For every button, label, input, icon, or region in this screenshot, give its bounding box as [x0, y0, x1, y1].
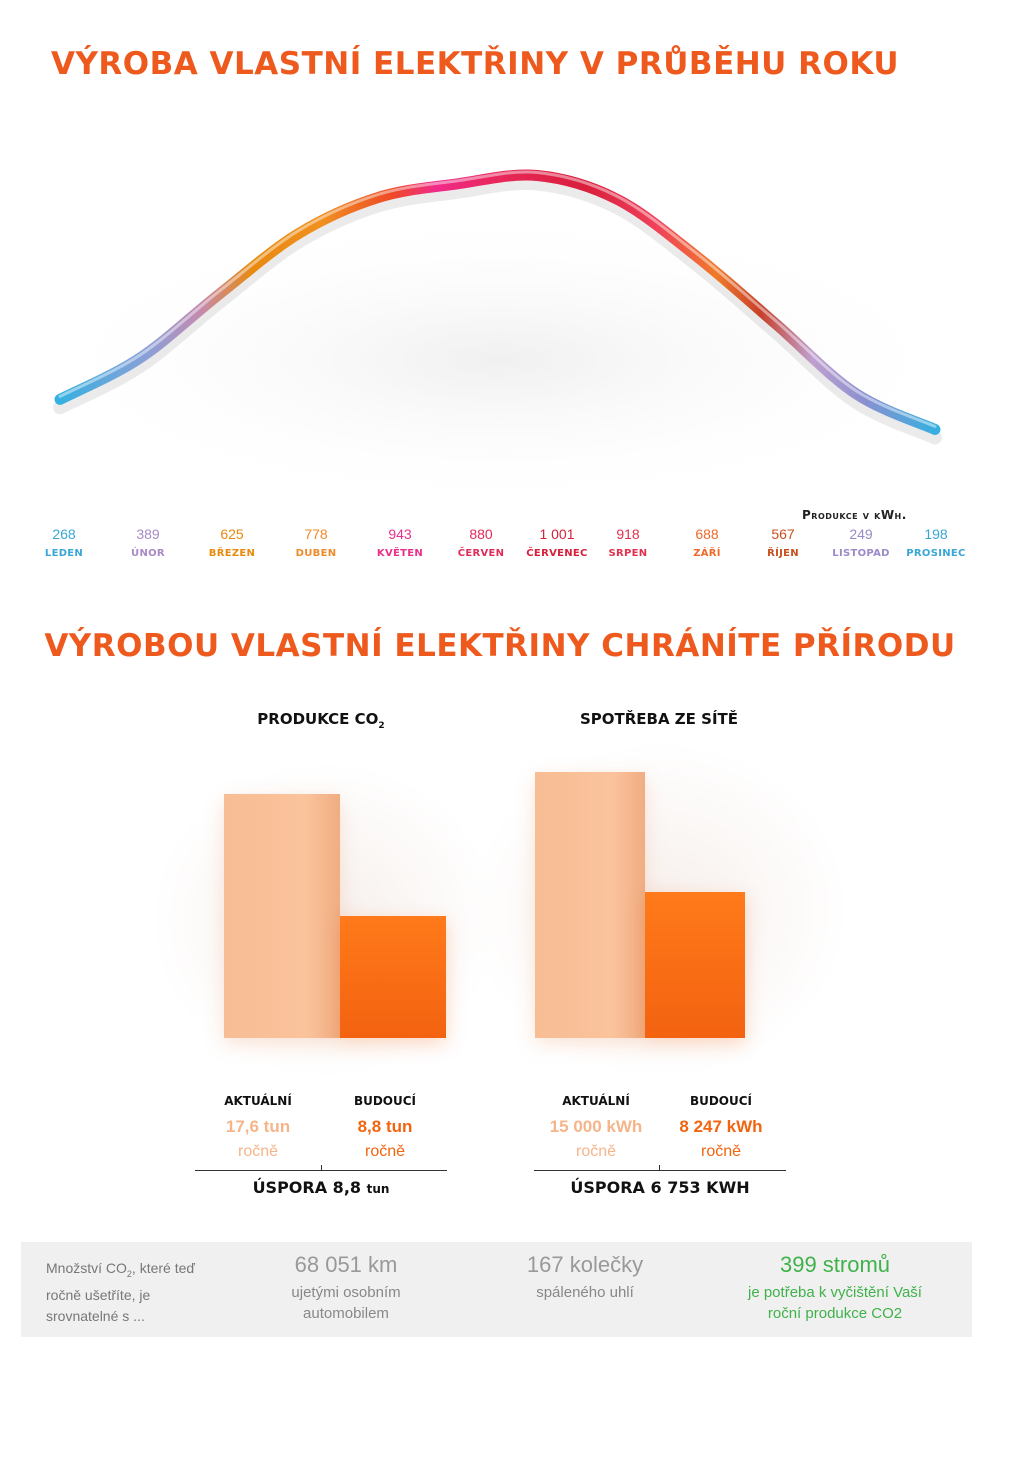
month-value: 625	[220, 526, 244, 542]
month-label-10: 567 ŘÍJEN	[743, 526, 823, 559]
co2-future-unit: ročně	[364, 1143, 406, 1160]
section-title: VÝROBOU VLASTNÍ ELEKTŘINY CHRÁNÍTE PŘÍRO…	[44, 628, 956, 664]
month-name: ZÁŘÍ	[693, 548, 721, 559]
main-title: VÝROBA VLASTNÍ ELEKTŘINY V PRŮBĚHU ROKU	[50, 46, 900, 82]
monthly-production-curve	[20, 169, 980, 500]
equivalent-car-km: 68 051 km ujetými osobním automobilem	[291, 1252, 401, 1322]
month-name: ČERVEN	[457, 548, 505, 559]
grid-saving: ÚSPORA 6 753 KWH	[570, 1178, 750, 1197]
month-name: DUBEN	[295, 548, 337, 559]
equivalent-trees: 399 stromů je potřeba k vyčištění Vaší r…	[748, 1252, 922, 1322]
month-name: SRPEN	[608, 548, 648, 559]
co2-saving: ÚSPORA 8,8 tun	[252, 1178, 390, 1197]
co2-future-label: BUDOUCÍ	[353, 1094, 417, 1108]
month-value: 268	[52, 526, 76, 542]
unit-label: Produkce v kWh.	[802, 508, 907, 522]
co2-current-label: AKTUÁLNÍ	[224, 1094, 292, 1108]
month-value: 249	[849, 526, 873, 542]
month-label-1: 268 LEDEN	[24, 526, 104, 559]
grid-future-label: BUDOUCÍ	[689, 1094, 753, 1108]
month-value: 880	[469, 526, 493, 542]
month-label-6: 880 ČERVEN	[441, 526, 521, 559]
month-label-7: 1 001 ČERVENEC	[517, 526, 597, 559]
month-value: 778	[304, 526, 328, 542]
co2-current-bar	[224, 794, 340, 1038]
grid-future-bar	[645, 891, 745, 1038]
month-label-2: 389 ÚNOR	[108, 526, 188, 559]
month-label-11: 249 LISTOPAD	[821, 526, 901, 559]
grid-chart-title: SPOTŘEBA ZE SÍTĚ	[579, 710, 739, 728]
equivalents-panel	[21, 1242, 972, 1337]
month-value: 688	[695, 526, 719, 542]
co2-future-value: 8,8 tun	[357, 1117, 413, 1136]
grid-current-unit: ročně	[575, 1143, 617, 1160]
month-label-3: 625 BŘEZEN	[192, 526, 272, 559]
month-label-9: 688 ZÁŘÍ	[667, 526, 747, 559]
month-name: BŘEZEN	[208, 548, 256, 559]
month-value: 918	[616, 526, 640, 542]
co2-current-value: 17,6 tun	[225, 1117, 291, 1136]
co2-future-bar	[340, 916, 446, 1038]
equivalent-coal: 167 kolečky spáleného uhlí	[526, 1252, 644, 1301]
month-label-8: 918 SRPEN	[588, 526, 668, 559]
month-name: LISTOPAD	[832, 548, 890, 559]
co2-current-unit: ročně	[237, 1143, 279, 1160]
grid-future-unit: ročně	[700, 1143, 742, 1160]
month-label-5: 943 KVĚTEN	[360, 526, 440, 559]
month-value: 198	[924, 526, 948, 542]
month-name: LEDEN	[44, 548, 84, 559]
month-name: ŘÍJEN	[767, 548, 799, 559]
grid-current-value: 15 000 kWh	[549, 1117, 643, 1136]
production-curve-line	[54, 169, 941, 435]
month-label-12: 198 PROSINEC	[896, 526, 976, 559]
month-value: 943	[388, 526, 412, 542]
month-name: ÚNOR	[131, 548, 165, 559]
month-name: PROSINEC	[906, 548, 966, 559]
grid-current-label: AKTUÁLNÍ	[562, 1094, 630, 1108]
co2-chart-title: PRODUKCE CO2	[257, 710, 385, 731]
grid-future-value: 8 247 kWh	[679, 1117, 763, 1136]
grid-current-bar	[535, 772, 645, 1038]
month-value: 567	[771, 526, 795, 542]
month-name: KVĚTEN	[376, 548, 424, 559]
month-value: 389	[136, 526, 160, 542]
equivalents-intro: Množství CO2, které teď ročně ušetříte, …	[46, 1260, 195, 1324]
month-label-4: 778 DUBEN	[276, 526, 356, 559]
month-value: 1 001	[539, 526, 575, 542]
grid-divider	[534, 1170, 786, 1171]
month-name: ČERVENEC	[526, 548, 588, 559]
